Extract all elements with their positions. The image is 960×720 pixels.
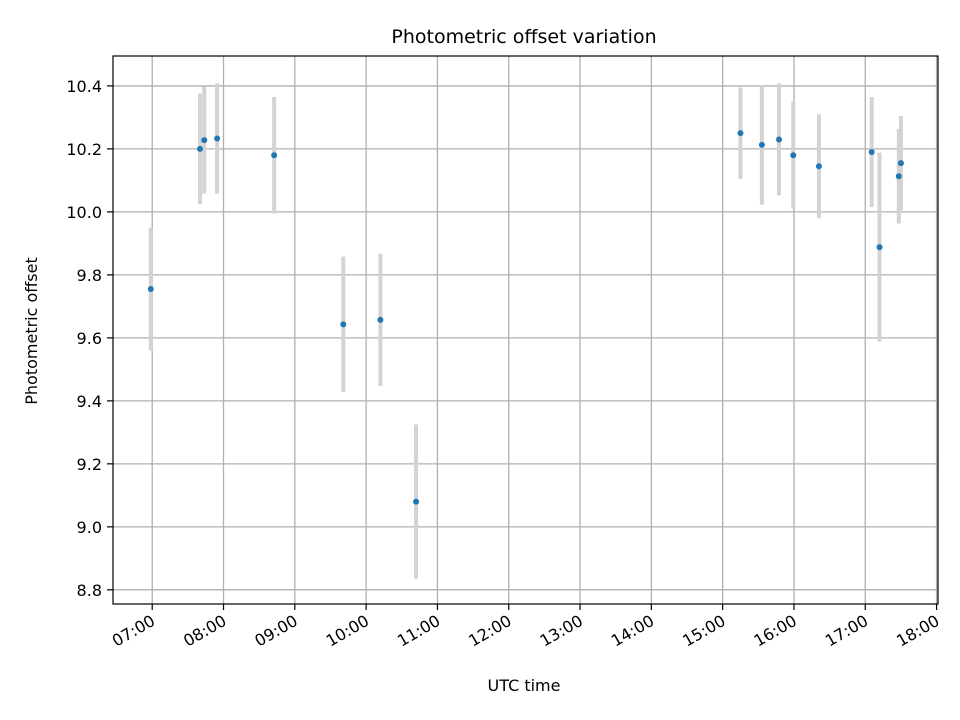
point-layer [147,130,904,505]
data-point [340,321,347,328]
data-point [790,152,797,159]
data-point [377,316,384,323]
data-point [775,136,782,143]
y-tick-label: 9.8 [77,266,102,285]
y-tick-label: 9.4 [77,392,102,411]
y-axis-title: Photometric offset [22,257,41,405]
data-point [897,160,904,167]
data-point [895,173,902,180]
grid-layer [113,56,938,604]
y-tick-label: 9.6 [77,329,102,348]
data-point [413,498,420,505]
data-point [196,145,203,152]
chart-title: Photometric offset variation [391,26,656,48]
y-tick-label: 9.0 [77,518,102,537]
x-axis-title: UTC time [488,676,561,695]
y-tick-label: 8.8 [77,581,102,600]
data-point [147,286,154,293]
plot-frame [112,55,939,605]
data-point [868,149,875,156]
y-tick-label: 10.0 [66,203,102,222]
data-point [201,137,208,144]
data-point [876,244,883,251]
data-point [758,141,765,148]
data-point [271,152,278,159]
y-tick-label: 10.4 [66,77,102,96]
y-tick-label: 9.2 [77,455,102,474]
y-tick-label: 10.2 [66,140,102,159]
data-point [815,163,822,170]
data-point [214,135,221,142]
data-point [737,130,744,137]
